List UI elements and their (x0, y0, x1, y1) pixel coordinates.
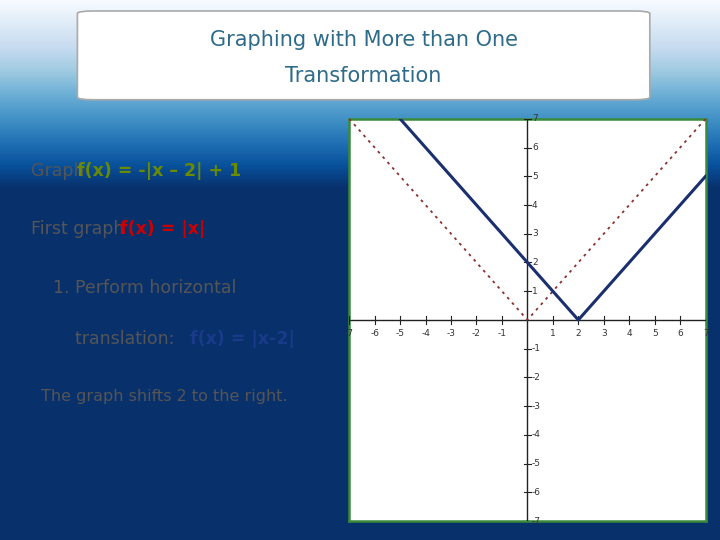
Text: -6: -6 (532, 488, 541, 497)
Text: 5: 5 (652, 328, 657, 338)
Text: 3: 3 (532, 230, 538, 238)
Text: 4: 4 (626, 328, 632, 338)
Text: 3: 3 (601, 328, 607, 338)
Text: translation:: translation: (76, 330, 180, 348)
Text: First graph: First graph (31, 220, 130, 238)
Text: -2: -2 (532, 373, 541, 382)
Text: f(x) = |x|: f(x) = |x| (120, 220, 205, 238)
Text: 2: 2 (532, 258, 538, 267)
Text: Transformation: Transformation (285, 66, 442, 86)
Text: -5: -5 (532, 459, 541, 468)
Text: 4: 4 (532, 200, 538, 210)
Text: 2: 2 (575, 328, 581, 338)
Text: Graph: Graph (31, 162, 90, 180)
Text: 6: 6 (678, 328, 683, 338)
Text: -3: -3 (446, 328, 456, 338)
Text: -6: -6 (370, 328, 379, 338)
Text: -4: -4 (421, 328, 430, 338)
Text: f(x) = |x-2|: f(x) = |x-2| (189, 330, 294, 348)
Text: -4: -4 (532, 430, 541, 440)
Text: The graph shifts 2 to the right.: The graph shifts 2 to the right. (40, 389, 287, 404)
Text: 1. Perform horizontal: 1. Perform horizontal (53, 279, 237, 296)
FancyBboxPatch shape (78, 11, 650, 100)
Text: 7: 7 (703, 328, 708, 338)
Text: Graphing with More than One: Graphing with More than One (210, 30, 518, 50)
Text: f(x) = -|x – 2| + 1: f(x) = -|x – 2| + 1 (77, 162, 241, 180)
Text: 1: 1 (550, 328, 556, 338)
Text: 6: 6 (532, 143, 538, 152)
Text: 1: 1 (532, 287, 538, 296)
Text: -2: -2 (472, 328, 481, 338)
Text: -7: -7 (532, 517, 541, 525)
Text: -5: -5 (395, 328, 405, 338)
Text: 5: 5 (532, 172, 538, 181)
Text: -1: -1 (532, 344, 541, 353)
Text: -7: -7 (345, 328, 354, 338)
Text: -3: -3 (532, 402, 541, 410)
Text: -1: -1 (498, 328, 506, 338)
Text: 7: 7 (532, 114, 538, 123)
